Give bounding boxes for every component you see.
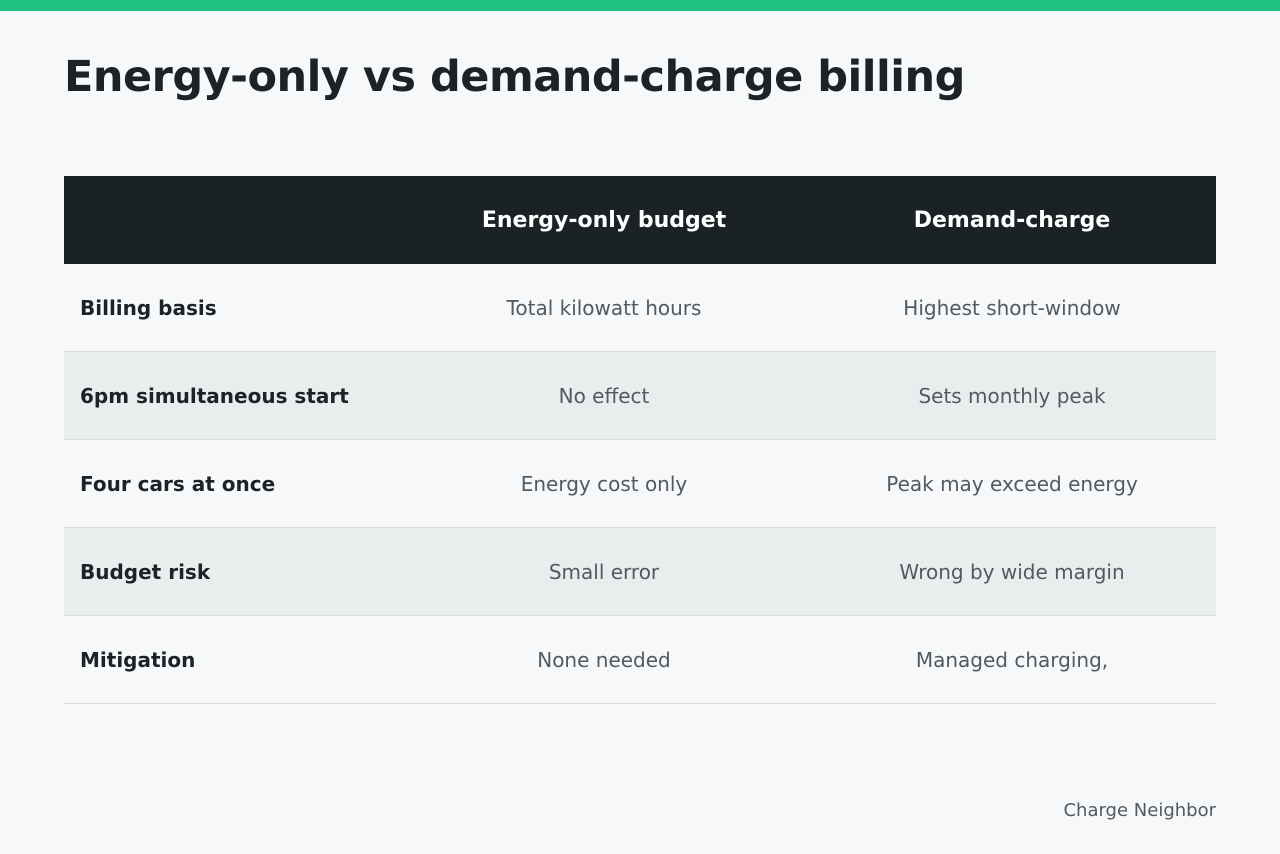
energy-only-cell: No effect (558, 383, 650, 408)
table-row: Billing basis Total kilowatt hours Highe… (64, 264, 1216, 352)
table-row: 6pm simultaneous start No effect Sets mo… (64, 352, 1216, 440)
energy-only-cell: Total kilowatt hours (506, 295, 702, 320)
row-label: Budget risk (80, 559, 211, 584)
table-header-row: Energy-only budget Demand-charge (64, 176, 1216, 264)
table-header-demand-charge: Demand-charge (913, 207, 1111, 233)
table-row: Budget risk Small error Wrong by wide ma… (64, 528, 1216, 616)
comparison-table: Energy-only budget Demand-charge Billing… (64, 176, 1216, 704)
row-label: Four cars at once (80, 471, 276, 496)
brand-footer: Charge Neighbor (1063, 800, 1216, 821)
demand-charge-cell: Highest short-window (903, 295, 1121, 320)
page-title: Energy-only vs demand-charge billing (64, 52, 965, 102)
demand-charge-cell: Sets monthly peak (918, 383, 1106, 408)
table-row: Four cars at once Energy cost only Peak … (64, 440, 1216, 528)
demand-charge-cell: Wrong by wide margin (899, 559, 1125, 584)
energy-only-cell: Energy cost only (520, 471, 688, 496)
energy-only-cell: None needed (537, 647, 671, 672)
table-row: Mitigation None needed Managed charging, (64, 616, 1216, 704)
top-accent-bar (0, 0, 1280, 11)
demand-charge-cell: Managed charging, (915, 647, 1109, 672)
energy-only-cell: Small error (548, 559, 660, 584)
row-label: Billing basis (80, 295, 217, 320)
table-header-energy-only: Energy-only budget (481, 207, 727, 233)
demand-charge-cell: Peak may exceed energy (886, 471, 1138, 496)
row-label: Mitigation (80, 647, 196, 672)
row-label: 6pm simultaneous start (80, 383, 349, 408)
